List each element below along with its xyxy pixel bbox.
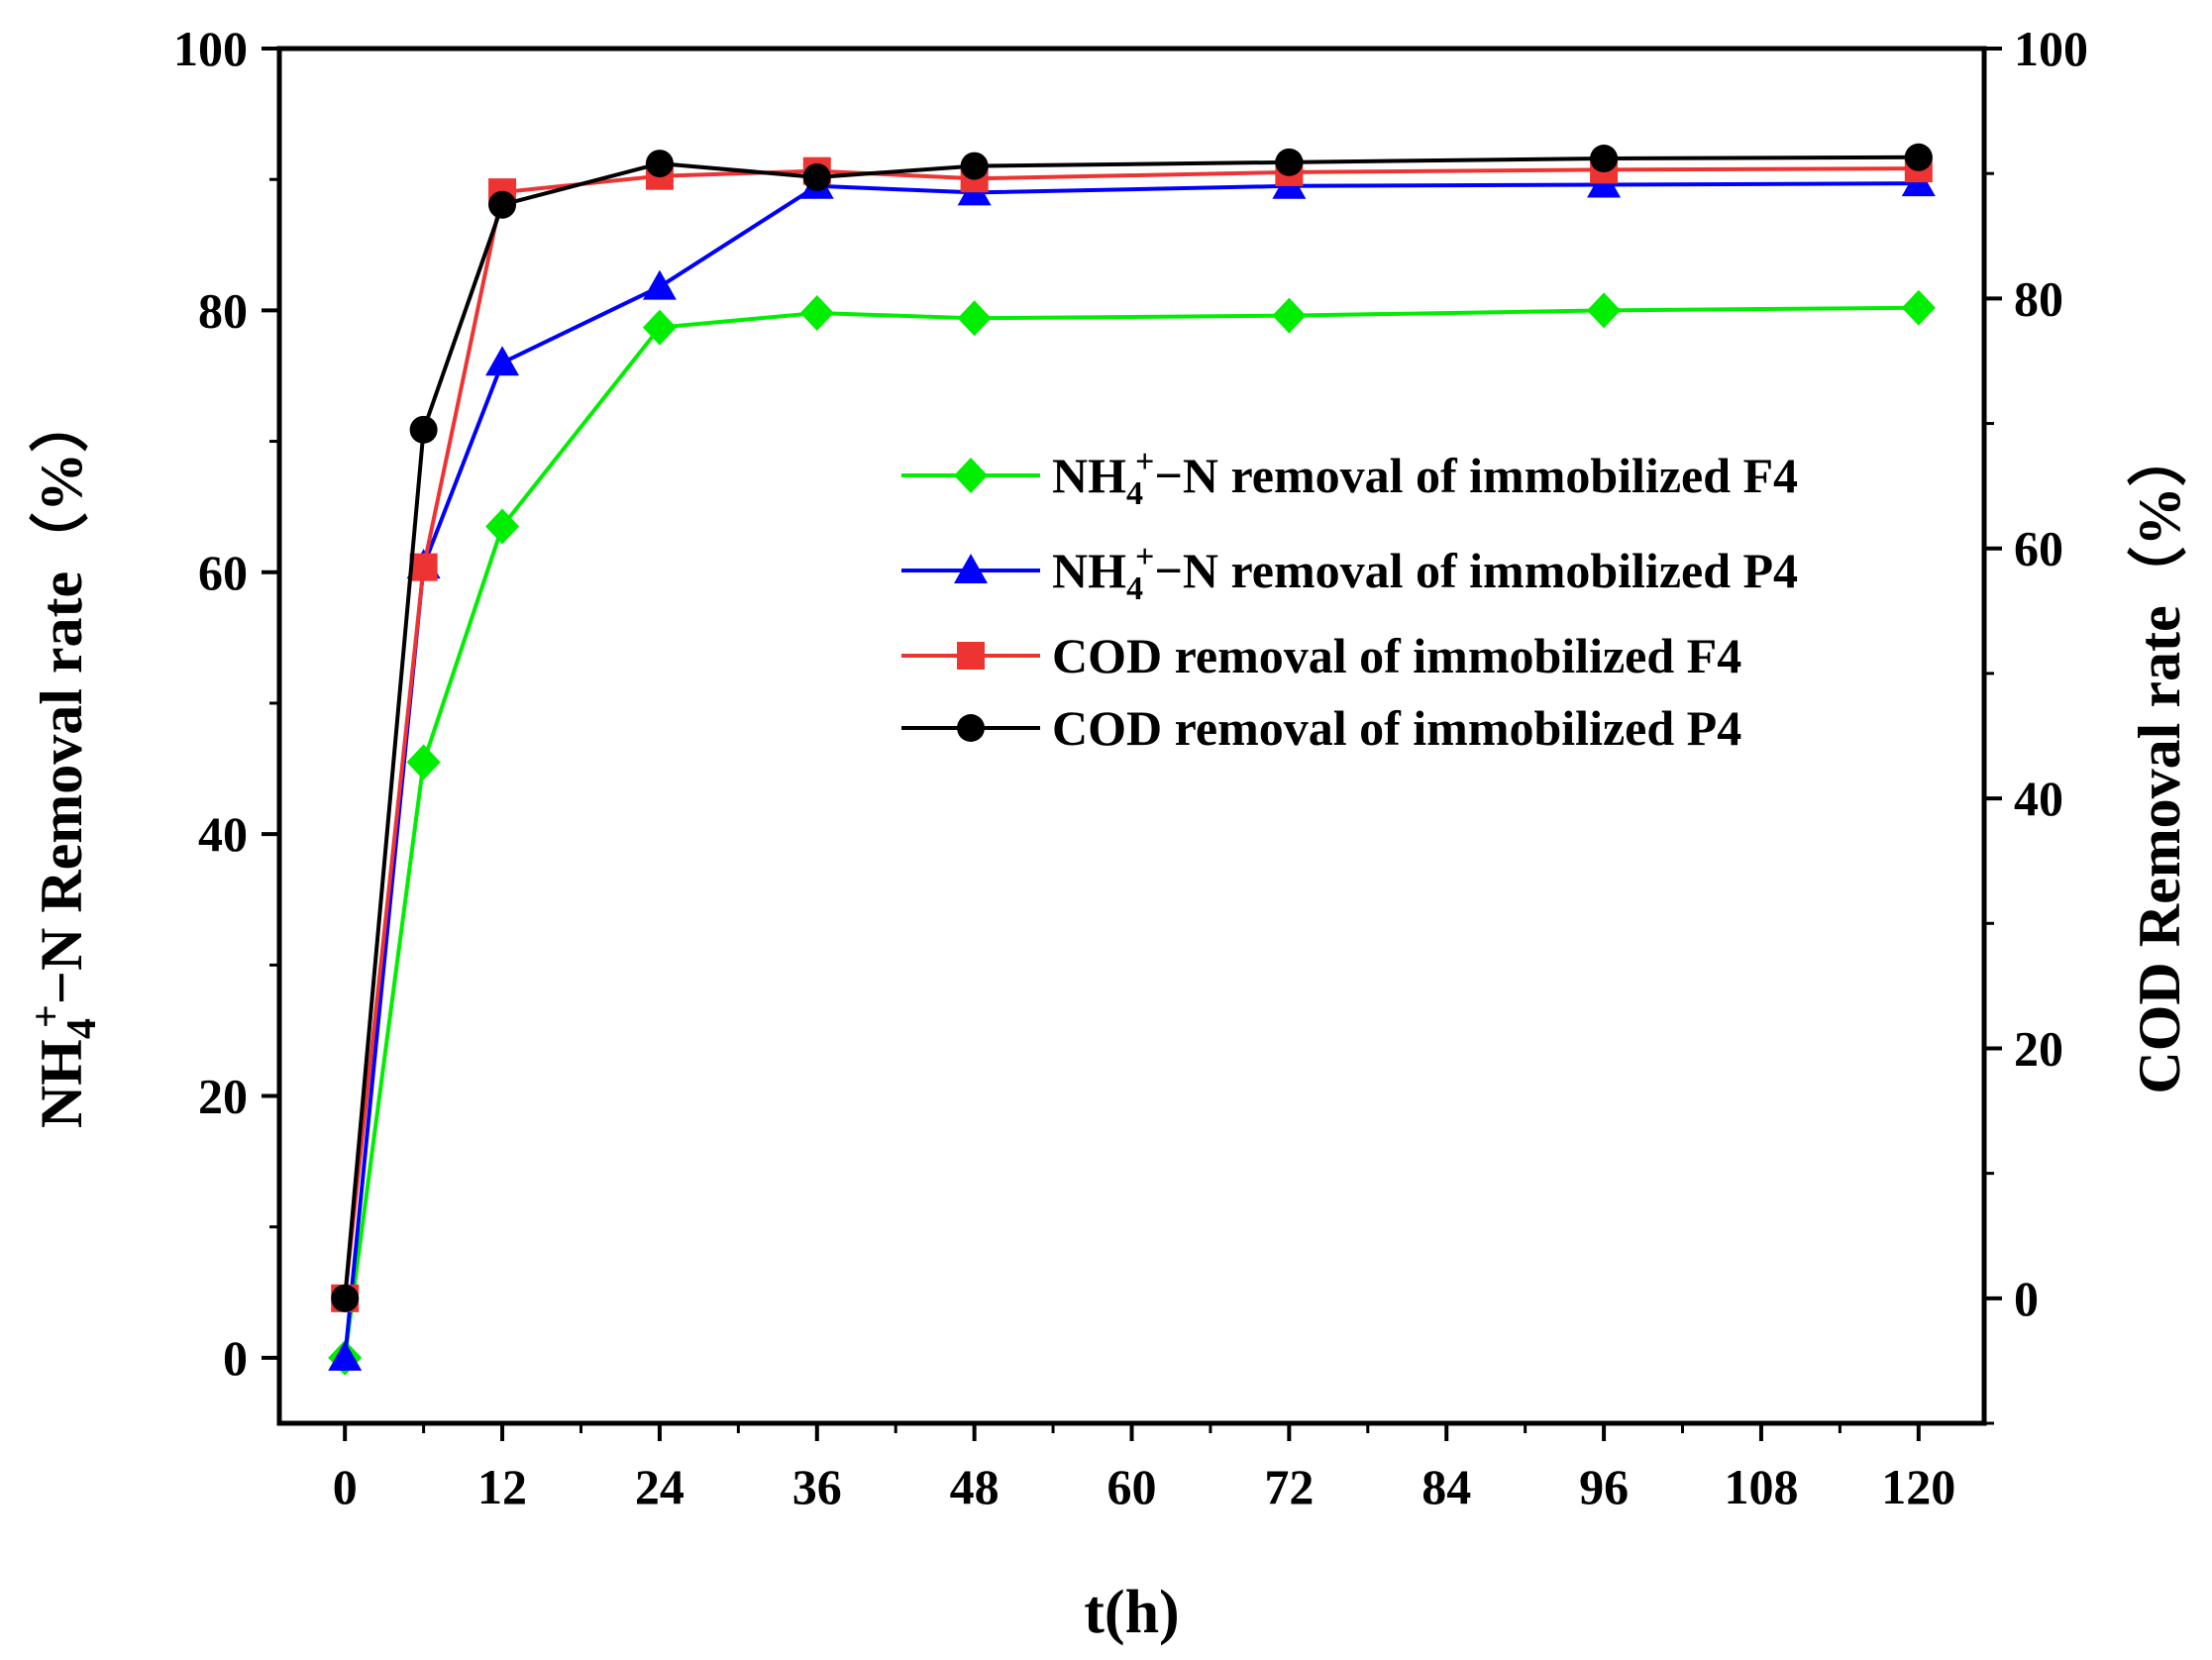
- tick-labels-layer: 0 12 24 36 48 60 72 84 96 108 120 0 20 40 60 80 100 0 20 40…: [173, 21, 2088, 1514]
- series-1-point: [1272, 297, 1307, 334]
- y-left-title-sup: +: [24, 1004, 69, 1028]
- series-4: [331, 143, 1933, 1312]
- y-left-title-suffix: −N Removal rate（%）: [28, 393, 94, 1004]
- x-tick-label: 84: [1422, 1459, 1471, 1514]
- x-tick-label: 12: [477, 1459, 527, 1514]
- series-1-point: [957, 300, 992, 337]
- legend-label-sup: +: [1135, 539, 1154, 575]
- y-left-tick-label: 60: [198, 545, 248, 600]
- series-1: [328, 289, 1936, 1376]
- legend-marker: [954, 554, 988, 583]
- y-right-tick-label: 40: [2014, 771, 2063, 826]
- legend-item-2: NH4+−N removal of immobilized P4: [901, 539, 1798, 607]
- y-axis-left-title: NH4+−N Removal rate（%）: [24, 393, 105, 1128]
- series-2-point: [328, 1340, 363, 1371]
- y-right-tick-label: 20: [2014, 1020, 2063, 1076]
- series-1-point: [1901, 289, 1936, 326]
- legend-label: COD removal of immobilized P4: [1052, 700, 1741, 756]
- series-4-point: [960, 152, 989, 180]
- legend-label-prefix: NH: [1052, 448, 1126, 503]
- legend-label-prefix: NH: [1052, 543, 1126, 598]
- series-4-point: [331, 1284, 360, 1312]
- y-left-tick-label: 40: [198, 806, 248, 862]
- legend-label-sup: +: [1135, 444, 1154, 480]
- series-1-point: [406, 744, 441, 780]
- x-tick-label: 120: [1881, 1459, 1955, 1514]
- series-1-point: [485, 508, 520, 545]
- x-axis-title: t(h): [1084, 1579, 1179, 1646]
- legend-marker: [957, 642, 985, 670]
- series-4-point: [1590, 145, 1619, 173]
- x-tick-label: 96: [1579, 1459, 1629, 1514]
- y-right-tick-label: 60: [2014, 521, 2063, 576]
- legend-label-suffix: −N removal of immobilized P4: [1154, 543, 1798, 598]
- series-2-point: [642, 269, 677, 300]
- legend-marker: [954, 458, 988, 493]
- legend-label-suffix: −N removal of immobilized F4: [1154, 448, 1798, 503]
- y-left-title-prefix: NH: [29, 1039, 94, 1128]
- x-tick-label: 0: [333, 1459, 358, 1514]
- series-1-point: [799, 295, 834, 332]
- legend-item-3: COD removal of immobilized F4: [901, 628, 1741, 683]
- y-left-title-sub: 4: [59, 1018, 105, 1039]
- y-axis-right-title: COD Removal rate（%）: [2126, 427, 2192, 1093]
- x-tick-label: 24: [635, 1459, 685, 1514]
- plot-frame: [276, 46, 1987, 1426]
- legend-marker: [957, 714, 985, 742]
- series-3-point: [409, 553, 438, 581]
- series-4-point: [488, 190, 517, 219]
- y-right-tick-label: 80: [2014, 270, 2063, 326]
- series-1-point: [642, 309, 677, 346]
- series-4-point: [1275, 148, 1304, 176]
- y-right-tick-label: 0: [2014, 1271, 2039, 1326]
- y-left-tick-label: 20: [198, 1069, 248, 1124]
- series-4-point: [409, 415, 438, 444]
- y-left-tick-label: 0: [223, 1330, 248, 1386]
- legend-label: COD removal of immobilized F4: [1052, 628, 1741, 683]
- x-tick-label: 108: [1724, 1459, 1798, 1514]
- legend-label-sub: 4: [1126, 571, 1143, 607]
- x-tick-label: 48: [950, 1459, 1000, 1514]
- x-tick-label: 72: [1264, 1459, 1314, 1514]
- series-4-point: [1904, 143, 1933, 171]
- x-tick-label: 36: [792, 1459, 842, 1514]
- series-4-point: [802, 162, 831, 191]
- legend-label: NH4+−N removal of immobilized F4: [1052, 444, 1798, 512]
- legend-label: NH4+−N removal of immobilized P4: [1052, 539, 1798, 607]
- legend-label-prefix: COD removal of immobilized P4: [1052, 700, 1741, 756]
- series-4-point: [645, 150, 674, 178]
- series-2-point: [485, 346, 520, 376]
- series-2: [328, 166, 1936, 1371]
- y-left-tick-label: 100: [173, 21, 248, 76]
- legend-item-4: COD removal of immobilized P4: [901, 700, 1741, 756]
- legend-label-prefix: COD removal of immobilized F4: [1052, 628, 1741, 683]
- y-left-tick-label: 80: [198, 282, 248, 338]
- series-2-line: [343, 181, 1919, 1359]
- series-1-point: [1587, 292, 1622, 329]
- svg-text:NH4+−N Removal rate（%）: NH4+−N Removal rate（%）: [24, 393, 105, 1128]
- y-right-tick-label: 100: [2014, 21, 2088, 76]
- legend-item-1: NH4+−N removal of immobilized F4: [901, 444, 1798, 512]
- legend-label-sub: 4: [1126, 475, 1143, 512]
- x-tick-label: 60: [1107, 1459, 1157, 1514]
- series-layer: [328, 143, 1936, 1376]
